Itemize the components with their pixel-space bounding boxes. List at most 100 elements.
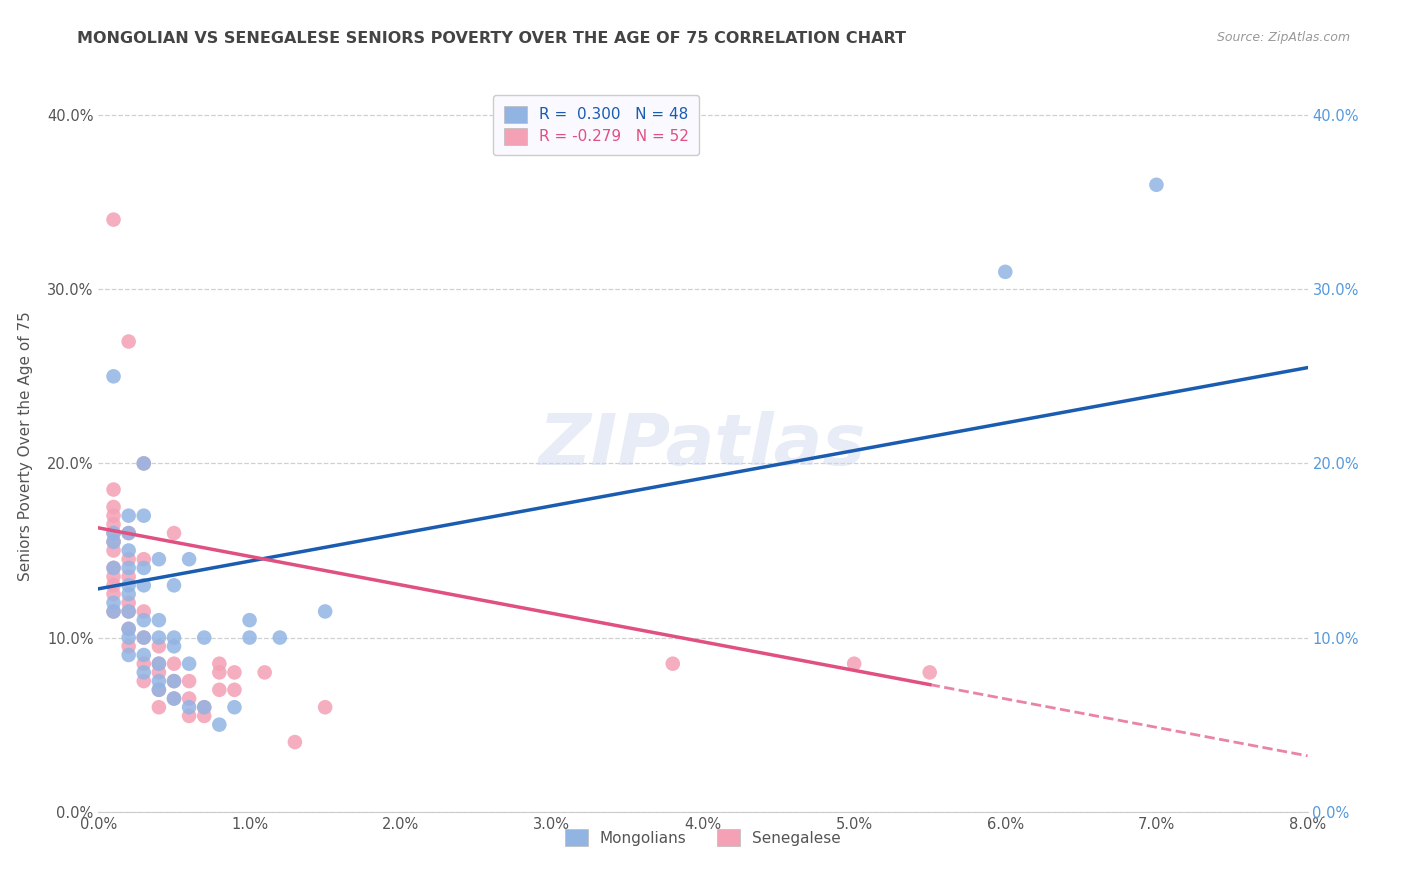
Point — [994, 265, 1017, 279]
Point — [163, 674, 186, 689]
Point — [132, 665, 155, 680]
Point — [132, 578, 155, 592]
Point — [163, 691, 186, 706]
Point — [103, 604, 125, 618]
Point — [132, 552, 155, 566]
Point — [239, 631, 262, 645]
Point — [224, 700, 246, 714]
Point — [118, 622, 141, 636]
Point — [269, 631, 291, 645]
Point — [163, 578, 186, 592]
Point — [918, 665, 941, 680]
Point — [103, 587, 125, 601]
Point — [148, 700, 170, 714]
Point — [118, 552, 141, 566]
Point — [132, 631, 155, 645]
Point — [163, 640, 186, 654]
Point — [193, 700, 215, 714]
Point — [132, 561, 155, 575]
Point — [148, 552, 170, 566]
Point — [314, 700, 336, 714]
Point — [103, 534, 125, 549]
Point — [103, 500, 125, 514]
Point — [103, 212, 125, 227]
Point — [118, 561, 141, 575]
Point — [208, 657, 231, 671]
Point — [253, 665, 276, 680]
Point — [118, 640, 141, 654]
Point — [103, 569, 125, 583]
Point — [103, 517, 125, 532]
Point — [118, 604, 141, 618]
Point — [179, 709, 201, 723]
Point — [179, 691, 201, 706]
Point — [224, 682, 246, 697]
Point — [208, 665, 231, 680]
Point — [132, 657, 155, 671]
Point — [103, 483, 125, 497]
Point — [208, 682, 231, 697]
Point — [193, 700, 215, 714]
Point — [118, 578, 141, 592]
Point — [118, 569, 141, 583]
Point — [148, 682, 170, 697]
Point — [148, 657, 170, 671]
Point — [1146, 178, 1168, 192]
Point — [224, 665, 246, 680]
Point — [103, 508, 125, 523]
Point — [208, 717, 231, 731]
Point — [132, 613, 155, 627]
Point — [163, 526, 186, 541]
Point — [132, 457, 155, 471]
Point — [132, 604, 155, 618]
Point — [118, 526, 141, 541]
Point — [148, 657, 170, 671]
Point — [179, 700, 201, 714]
Point — [103, 369, 125, 384]
Point — [103, 526, 125, 541]
Point — [148, 640, 170, 654]
Point — [118, 587, 141, 601]
Point — [193, 631, 215, 645]
Point — [118, 648, 141, 662]
Point — [132, 674, 155, 689]
Point — [148, 665, 170, 680]
Point — [163, 691, 186, 706]
Point — [661, 657, 683, 671]
Point — [239, 613, 262, 627]
Point — [103, 578, 125, 592]
Point — [132, 631, 155, 645]
Point — [163, 631, 186, 645]
Point — [132, 457, 155, 471]
Point — [103, 534, 125, 549]
Point — [118, 508, 141, 523]
Point — [193, 709, 215, 723]
Point — [118, 596, 141, 610]
Text: Source: ZipAtlas.com: Source: ZipAtlas.com — [1216, 31, 1350, 45]
Point — [148, 631, 170, 645]
Point — [148, 674, 170, 689]
Point — [132, 508, 155, 523]
Point — [118, 543, 141, 558]
Text: ZIPatlas: ZIPatlas — [540, 411, 866, 481]
Point — [148, 613, 170, 627]
Point — [284, 735, 307, 749]
Point — [103, 561, 125, 575]
Point — [103, 526, 125, 541]
Point — [179, 674, 201, 689]
Point — [132, 648, 155, 662]
Point — [163, 674, 186, 689]
Point — [118, 526, 141, 541]
Text: MONGOLIAN VS SENEGALESE SENIORS POVERTY OVER THE AGE OF 75 CORRELATION CHART: MONGOLIAN VS SENEGALESE SENIORS POVERTY … — [77, 31, 907, 46]
Point — [314, 604, 336, 618]
Legend: Mongolians, Senegalese: Mongolians, Senegalese — [555, 821, 851, 855]
Point — [118, 622, 141, 636]
Y-axis label: Seniors Poverty Over the Age of 75: Seniors Poverty Over the Age of 75 — [18, 311, 34, 581]
Point — [118, 334, 141, 349]
Point — [844, 657, 866, 671]
Point — [103, 604, 125, 618]
Point — [163, 657, 186, 671]
Point — [103, 561, 125, 575]
Point — [118, 631, 141, 645]
Point — [103, 543, 125, 558]
